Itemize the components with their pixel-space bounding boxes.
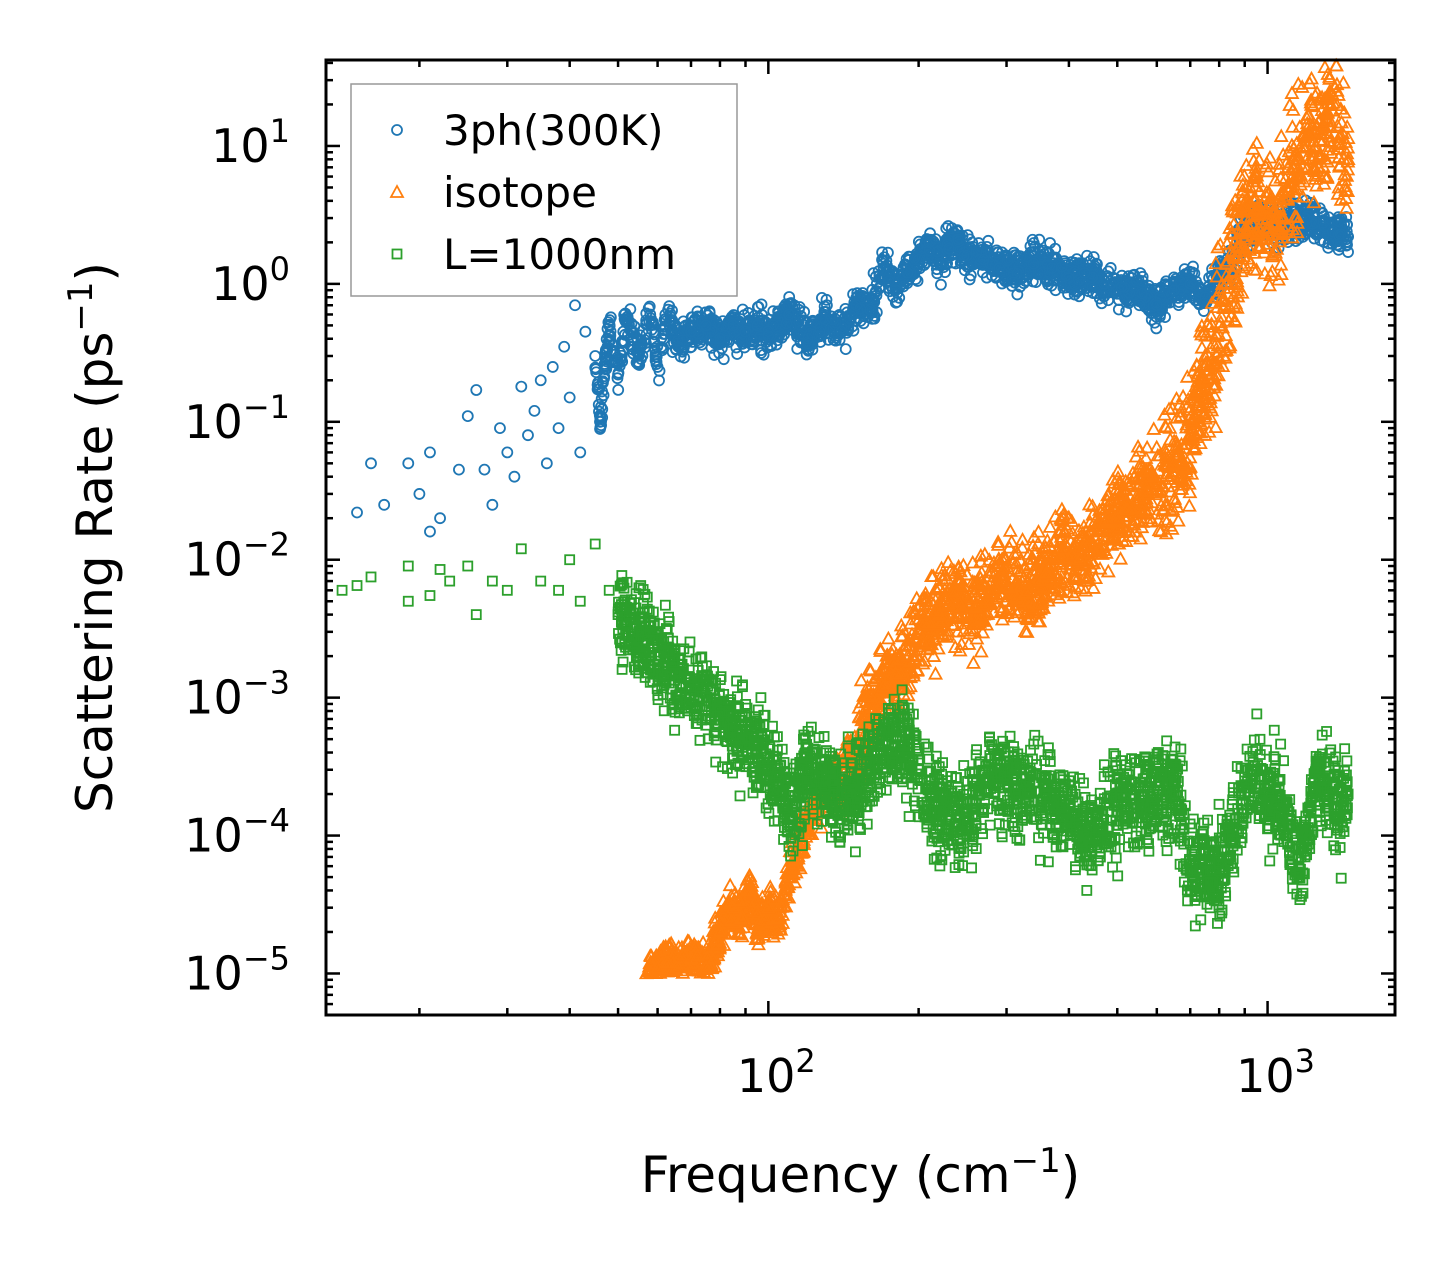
data-point bbox=[454, 465, 464, 475]
data-point bbox=[523, 430, 533, 440]
data-point bbox=[502, 447, 512, 457]
data-point bbox=[536, 375, 546, 385]
data-point bbox=[542, 458, 552, 468]
data-point bbox=[975, 646, 987, 657]
data-point bbox=[559, 342, 569, 352]
data-point bbox=[613, 385, 623, 395]
scatter-chart: 10−510−410−310−210−1100101102 103Frequenc… bbox=[0, 0, 1455, 1265]
data-point bbox=[575, 447, 585, 457]
data-point bbox=[379, 500, 389, 510]
data-point bbox=[1140, 452, 1152, 463]
data-point bbox=[495, 423, 505, 433]
data-point bbox=[1148, 423, 1160, 434]
data-point bbox=[570, 300, 580, 310]
data-point bbox=[590, 351, 600, 361]
data-point bbox=[565, 393, 575, 403]
data-point bbox=[554, 423, 564, 433]
data-point bbox=[882, 633, 894, 644]
data-point bbox=[403, 458, 413, 468]
data-point bbox=[930, 668, 942, 679]
data-point bbox=[1004, 525, 1016, 536]
data-point bbox=[425, 447, 435, 457]
data-point bbox=[580, 327, 590, 337]
data-point bbox=[509, 472, 519, 482]
data-point bbox=[936, 280, 946, 290]
data-point bbox=[967, 657, 979, 668]
data-point bbox=[414, 489, 424, 499]
data-point bbox=[516, 382, 526, 392]
data-point bbox=[435, 513, 445, 523]
data-point bbox=[1183, 500, 1195, 511]
data-point bbox=[548, 362, 558, 372]
data-point bbox=[479, 465, 489, 475]
data-point bbox=[1163, 846, 1172, 855]
data-point bbox=[352, 507, 362, 517]
data-point bbox=[425, 527, 435, 537]
data-point bbox=[487, 500, 497, 510]
data-point bbox=[1319, 61, 1331, 72]
data-point bbox=[471, 385, 481, 395]
data-point bbox=[654, 375, 664, 385]
data-point bbox=[992, 536, 1004, 547]
data-point bbox=[529, 406, 539, 416]
data-point bbox=[1115, 553, 1127, 564]
data-point bbox=[366, 458, 376, 468]
data-point bbox=[841, 344, 851, 354]
data-point bbox=[463, 411, 473, 421]
series-square bbox=[338, 540, 1353, 931]
